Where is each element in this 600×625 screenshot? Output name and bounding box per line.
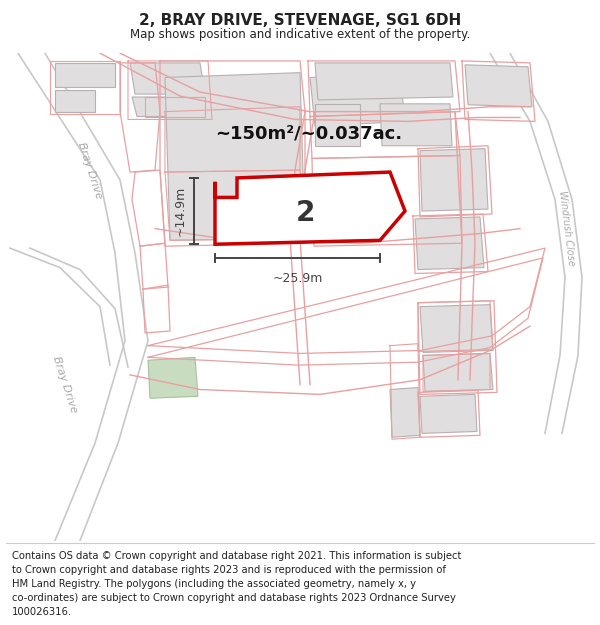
Text: 2, BRAY DRIVE, STEVENAGE, SG1 6DH: 2, BRAY DRIVE, STEVENAGE, SG1 6DH <box>139 13 461 28</box>
Text: ~25.9m: ~25.9m <box>272 271 323 284</box>
Text: ~14.9m: ~14.9m <box>174 186 187 236</box>
Text: 2: 2 <box>295 199 314 227</box>
Text: Bray Drive: Bray Drive <box>76 141 104 200</box>
Polygon shape <box>148 357 198 398</box>
Polygon shape <box>423 353 493 391</box>
Polygon shape <box>310 72 405 126</box>
Polygon shape <box>380 104 452 146</box>
Polygon shape <box>215 172 405 244</box>
Text: ~150m²/~0.037ac.: ~150m²/~0.037ac. <box>215 124 402 142</box>
Polygon shape <box>465 65 532 107</box>
Polygon shape <box>415 217 484 269</box>
Polygon shape <box>315 63 453 100</box>
Polygon shape <box>315 104 360 146</box>
Text: Contains OS data © Crown copyright and database right 2021. This information is : Contains OS data © Crown copyright and d… <box>12 551 461 561</box>
Text: 100026316.: 100026316. <box>12 608 72 618</box>
Polygon shape <box>165 72 305 241</box>
Polygon shape <box>390 388 420 438</box>
Polygon shape <box>420 304 493 352</box>
Text: to Crown copyright and database rights 2023 and is reproduced with the permissio: to Crown copyright and database rights 2… <box>12 565 446 575</box>
Text: HM Land Registry. The polygons (including the associated geometry, namely x, y: HM Land Registry. The polygons (includin… <box>12 579 416 589</box>
Polygon shape <box>132 97 205 116</box>
Text: Windrush Close: Windrush Close <box>557 191 577 267</box>
Polygon shape <box>420 149 488 211</box>
Text: Bray Drive: Bray Drive <box>51 355 79 414</box>
Polygon shape <box>130 63 205 94</box>
Polygon shape <box>420 394 477 433</box>
Polygon shape <box>55 63 115 88</box>
Polygon shape <box>55 90 95 112</box>
Text: Map shows position and indicative extent of the property.: Map shows position and indicative extent… <box>130 28 470 41</box>
Text: co-ordinates) are subject to Crown copyright and database rights 2023 Ordnance S: co-ordinates) are subject to Crown copyr… <box>12 593 456 603</box>
